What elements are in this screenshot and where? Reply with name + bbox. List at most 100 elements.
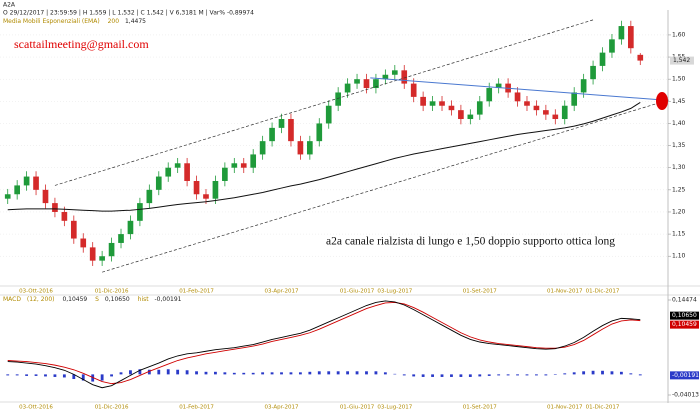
candle-body [137, 203, 143, 221]
candle-body [467, 114, 474, 120]
last-price-label: 1,542 [673, 57, 690, 64]
x-tick-label: 01-Dic-2017 [586, 289, 620, 295]
candle-body [448, 105, 455, 111]
candle-body [363, 79, 370, 89]
y-tick-label: 1,10 [672, 253, 686, 260]
hist-bar [195, 371, 198, 375]
x-tick-label: 03-Apr-2017 [265, 405, 300, 411]
candle-body [278, 119, 285, 128]
candle-body [354, 79, 360, 84]
hist-bar [393, 373, 397, 375]
hist-bar [251, 372, 255, 375]
ema-period: 200 [108, 18, 120, 25]
hist-bar [374, 371, 378, 375]
hist-bar [506, 374, 510, 376]
hist-bar [431, 374, 434, 377]
candle-body [524, 101, 530, 106]
hist-bar [619, 371, 623, 375]
hist-bar [544, 374, 548, 376]
hist-bar [157, 369, 161, 375]
ema-header: Media Mobili Esponenziali (EMA) 200 1,44… [3, 18, 146, 25]
hist-bar [81, 374, 85, 381]
hist-bar [459, 374, 463, 377]
symbol: A2A [3, 2, 16, 9]
candle-body [52, 203, 58, 212]
candle-body [99, 256, 105, 261]
hist-bar [412, 374, 416, 377]
hist-bar [346, 371, 350, 375]
trend-line [370, 77, 663, 101]
candle-body [609, 39, 615, 53]
x-tick-label: 01-Set-2017 [463, 405, 497, 411]
candle-body [543, 110, 549, 115]
x-tick-label: 03-Lug-2017 [377, 289, 412, 295]
macd-line [7, 300, 641, 389]
hist-bar [317, 371, 321, 375]
macd-name: MACD [3, 296, 21, 303]
candle-body [476, 101, 483, 115]
hist-value: -0,00191 [155, 296, 182, 303]
hist-bar [176, 369, 180, 375]
y-tick-label: 1,45 [672, 98, 686, 105]
hist-bar [553, 374, 557, 375]
hist-bar [44, 374, 47, 377]
hist-bar [204, 371, 208, 375]
target-marker [656, 92, 668, 110]
hist-bar [242, 372, 246, 375]
hist-bar [138, 369, 142, 375]
candle-body [174, 163, 181, 168]
candle-body [89, 247, 96, 261]
hist-bar [53, 374, 57, 377]
signal-name: S [95, 296, 99, 303]
y-tick-label: 1,25 [672, 186, 686, 193]
candle-body [590, 65, 596, 80]
ema-line [7, 101, 641, 212]
x-tick-label: 01-Giu-2017 [340, 289, 375, 295]
hist-bar [232, 372, 236, 375]
x-tick-label: 03-Ott-2016 [19, 405, 53, 411]
candle-body [259, 141, 266, 155]
candle-body [382, 74, 389, 80]
hist-bar [185, 370, 189, 375]
candle-body [316, 123, 323, 142]
candle-body [495, 83, 502, 89]
x-tick-label: 01-Feb-2017 [179, 405, 214, 411]
candle-body [222, 167, 228, 181]
candle-body [70, 220, 77, 239]
y-tick-label: 1,20 [672, 208, 686, 215]
x-tick-label: 01-Dic-2017 [586, 405, 620, 411]
candle-body [514, 92, 521, 102]
candle-body [165, 167, 172, 177]
candle-body [580, 79, 587, 93]
candle-body [637, 54, 644, 61]
hist-bar [34, 374, 38, 376]
candle-body [127, 220, 134, 235]
candle-body [439, 101, 445, 106]
trend-line [54, 19, 594, 186]
hist-bar [280, 372, 283, 375]
hist-bar [129, 370, 132, 375]
hist-bar [119, 372, 123, 375]
candle-body [212, 180, 219, 199]
value-box-label: 0,10650 [672, 312, 697, 319]
value-box [670, 320, 699, 329]
candle-body [410, 83, 417, 97]
hist-bar [365, 371, 368, 375]
candle-body [458, 110, 464, 120]
y-tick-label: 1,15 [672, 231, 686, 238]
y-tick-label: 1,50 [672, 76, 686, 83]
hist-bar [62, 374, 66, 378]
candle-body [571, 92, 578, 106]
hist-bar [572, 372, 576, 375]
x-tick-label: 01-Nov-2017 [547, 405, 583, 411]
candle-body [193, 180, 200, 195]
candle-body [486, 88, 493, 102]
price-header: O 29/12/2017 | 23:59:59 | H 1,559 | L 1,… [3, 10, 254, 17]
candle-body [288, 119, 294, 142]
hist-bar [402, 374, 406, 376]
hist-bar [516, 374, 519, 376]
candle-body [240, 163, 247, 168]
y-tick-label: 1,35 [672, 142, 686, 149]
candle-body [307, 141, 313, 155]
